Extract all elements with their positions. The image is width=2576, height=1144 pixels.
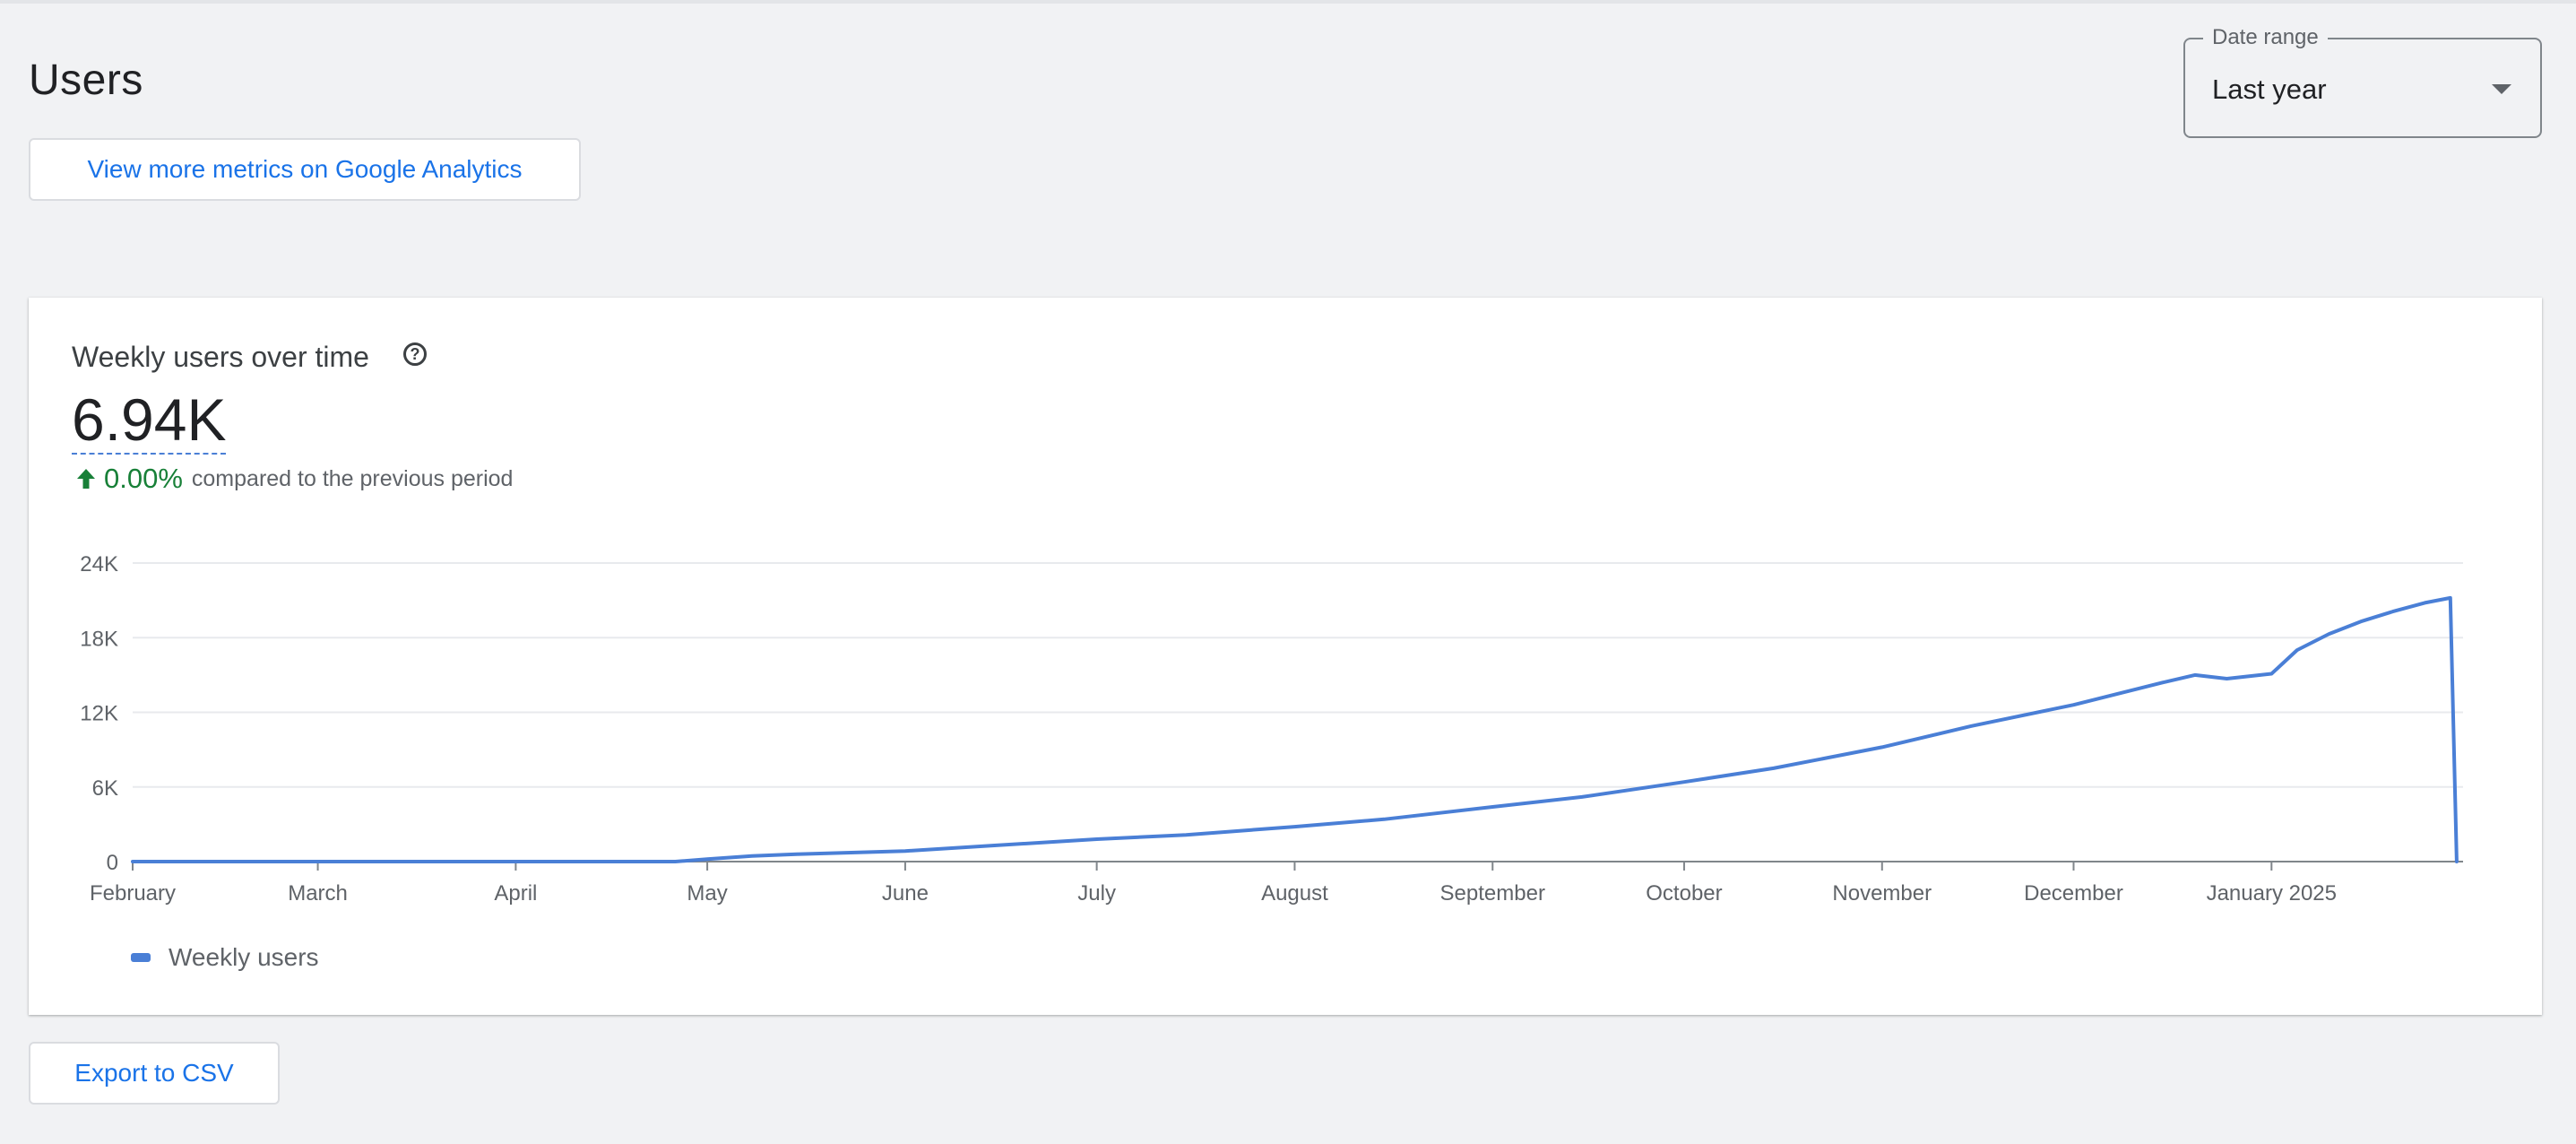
- weekly-users-value[interactable]: 6.94K: [72, 386, 227, 455]
- trend-row: 0.00% compared to the previous period: [75, 463, 513, 495]
- x-tick-label: April: [494, 881, 537, 906]
- x-tick-label: July: [1077, 881, 1116, 906]
- x-tick-label: March: [288, 881, 348, 906]
- date-range-select[interactable]: Date range Last year: [2183, 25, 2542, 138]
- weekly-users-line: [131, 595, 2459, 863]
- chart-legend[interactable]: Weekly users: [131, 943, 319, 972]
- x-tick-label: May: [687, 881, 727, 906]
- x-tick-label: June: [882, 881, 929, 906]
- date-range-value: Last year: [2212, 74, 2327, 105]
- x-tick-label: August: [1261, 881, 1328, 906]
- top-divider: [0, 0, 2576, 4]
- weekly-users-chart[interactable]: 0 6K 12K 18K 24K February March April May June Jul…: [29, 298, 2542, 1015]
- page-title: Users: [29, 56, 143, 104]
- weekly-users-card: Weekly users over time ? 6.94K 0.00% com…: [29, 298, 2542, 1015]
- card-title: Weekly users over time: [72, 341, 369, 373]
- view-more-metrics-button[interactable]: View more metrics on Google Analytics: [29, 138, 581, 201]
- trend-percent: 0.00%: [104, 463, 183, 494]
- y-tick-label: 0: [107, 851, 118, 875]
- y-tick-label: 12K: [80, 702, 118, 726]
- dropdown-caret-icon: [2492, 84, 2511, 94]
- y-tick-label: 24K: [80, 552, 118, 576]
- legend-swatch: [131, 953, 151, 962]
- date-range-label: Date range: [2203, 25, 2328, 50]
- legend-label: Weekly users: [169, 943, 319, 971]
- x-tick-label: January 2025: [2207, 881, 2337, 906]
- x-tick-label: October: [1646, 881, 1722, 906]
- x-tick-label: December: [2024, 881, 2123, 906]
- y-tick-label: 18K: [80, 627, 118, 651]
- x-tick-label: November: [1832, 881, 1932, 906]
- x-tick-label: September: [1440, 881, 1545, 906]
- export-csv-button[interactable]: Export to CSV: [29, 1042, 280, 1105]
- y-tick-label: 6K: [92, 776, 118, 801]
- help-circle-icon[interactable]: ?: [403, 342, 427, 366]
- arrow-up-icon: [77, 469, 95, 489]
- x-tick-label: February: [90, 881, 176, 906]
- trend-description: compared to the previous period: [191, 465, 514, 491]
